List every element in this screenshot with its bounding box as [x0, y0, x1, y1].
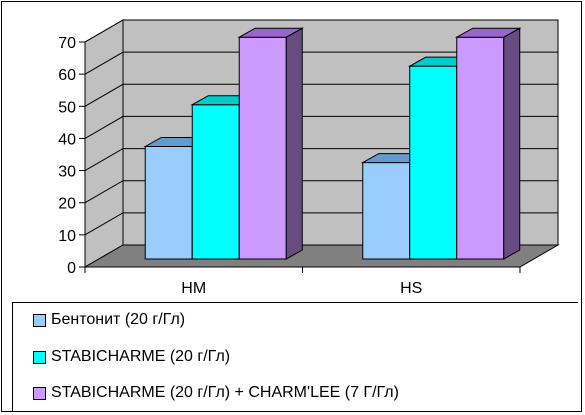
- y-tick-label: 0: [67, 260, 76, 277]
- legend-label-stabicharme-charmlee: STABICHARME (20 г/Гл) + CHARM'LEE (7 Г/Г…: [51, 384, 399, 401]
- legend-item-stabicharme: STABICHARME (20 г/Гл): [33, 347, 230, 367]
- legend-label-bentonite: Бентонит (20 г/Гл): [51, 311, 186, 328]
- legend-swatch-stabicharme: [33, 350, 46, 364]
- bar-side-hs-series-3: [503, 27, 521, 260]
- bar-hs-series-1: [362, 162, 411, 260]
- gridline: [84, 19, 558, 43]
- y-tick-label: 30: [58, 164, 76, 181]
- bar-hm-series-1: [144, 146, 193, 260]
- y-tick-label: 20: [58, 196, 76, 213]
- chart-plot: 0 10 20 30 40 50 60 70 HM HS: [58, 19, 560, 297]
- bar-hm-series-3: [238, 36, 287, 260]
- chart-legend: Бентонит (20 г/Гл) STABICHARME (20 г/Гл)…: [12, 302, 578, 411]
- gridline: [84, 51, 558, 75]
- x-tick-label: HM: [181, 280, 206, 297]
- bar-side-hm-series-3: [285, 27, 303, 260]
- y-tick-label: 40: [58, 131, 76, 148]
- x-tick-label: HS: [400, 280, 422, 297]
- legend-label-stabicharme: STABICHARME (20 г/Гл): [51, 348, 231, 365]
- bar-top-hm-series-3: [237, 27, 305, 38]
- bar-hs-series-3: [456, 36, 505, 260]
- legend-item-stabicharme-charmlee: STABICHARME (20 г/Гл) + CHARM'LEE (7 Г/Г…: [33, 383, 399, 403]
- y-tick-label: 50: [58, 99, 76, 116]
- y-tick-label: 10: [58, 228, 76, 245]
- y-tick-label: 60: [58, 67, 76, 84]
- legend-item-bentonite: Бентонит (20 г/Гл): [33, 310, 185, 330]
- bar-hs-series-2: [409, 65, 458, 260]
- legend-swatch-stabicharme-charmlee: [33, 386, 46, 400]
- y-tick-label: 70: [58, 35, 76, 52]
- bar-top-hs-series-3: [454, 27, 522, 38]
- legend-swatch-bentonite: [33, 313, 46, 327]
- bar-hm-series-2: [191, 104, 240, 260]
- side-wall: [84, 19, 124, 268]
